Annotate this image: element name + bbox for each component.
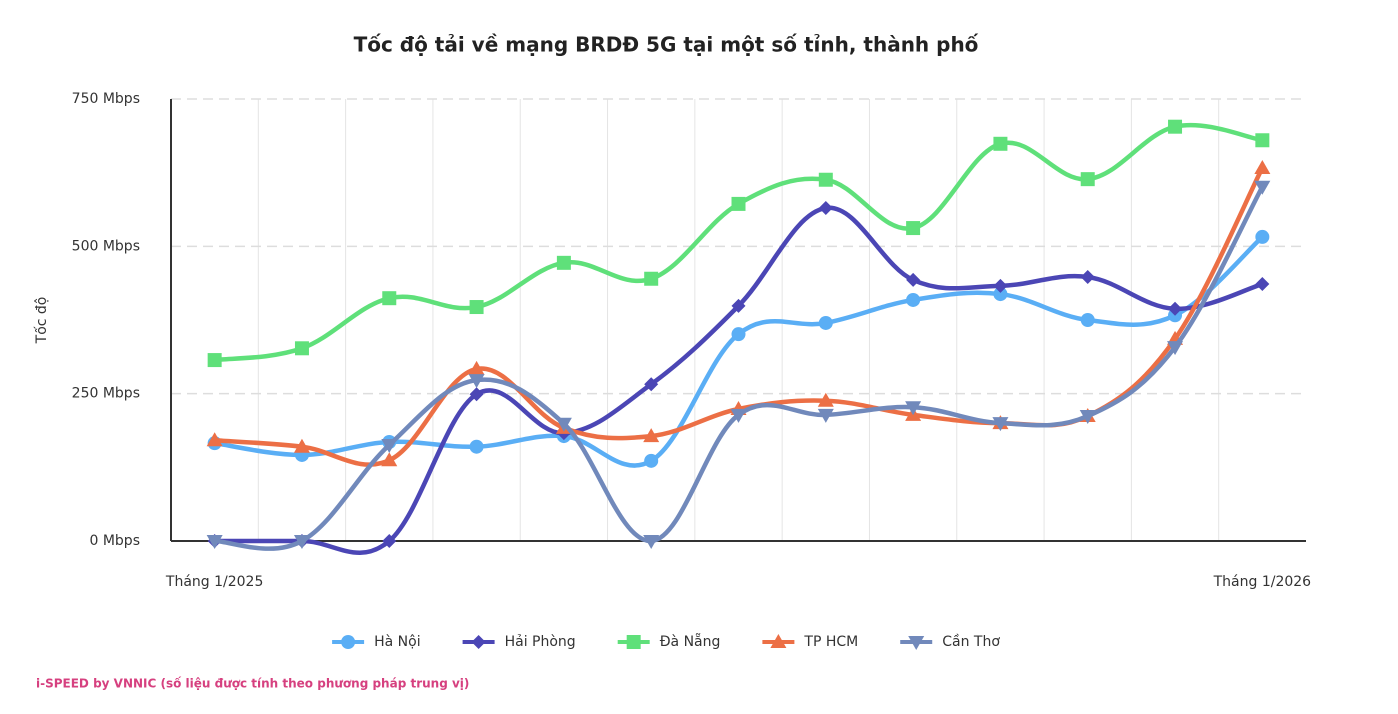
marker bbox=[770, 634, 787, 648]
marker bbox=[206, 432, 223, 447]
marker bbox=[469, 300, 484, 315]
source-note: i-SPEED by VNNIC (số liệu được tính theo… bbox=[36, 677, 469, 691]
marker bbox=[207, 353, 222, 368]
series-line bbox=[212, 122, 1265, 363]
marker bbox=[1079, 410, 1096, 425]
marker bbox=[1168, 301, 1183, 316]
legend-item: Cần Thơ bbox=[900, 634, 1000, 650]
marker bbox=[1168, 119, 1183, 134]
y-tick-label: 250 Mbps bbox=[72, 386, 140, 402]
y-tick-label: 500 Mbps bbox=[72, 238, 140, 254]
marker bbox=[1255, 229, 1270, 244]
marker bbox=[731, 327, 746, 342]
x-tick-label: Tháng 1/2026 bbox=[1213, 574, 1312, 590]
legend-item: TP HCM bbox=[762, 634, 858, 650]
legend-item: Hải Phòng bbox=[462, 634, 576, 650]
marker bbox=[382, 534, 397, 548]
marker bbox=[818, 201, 833, 216]
marker bbox=[817, 392, 834, 407]
marker bbox=[731, 298, 746, 313]
marker bbox=[206, 535, 223, 549]
marker bbox=[555, 417, 572, 432]
marker bbox=[906, 221, 921, 236]
marker bbox=[1255, 133, 1270, 148]
y-axis-label: Tốc độ bbox=[33, 297, 50, 345]
marker bbox=[556, 255, 571, 270]
marker bbox=[730, 408, 747, 423]
marker bbox=[293, 535, 310, 549]
marker bbox=[468, 374, 485, 389]
marker bbox=[382, 291, 397, 306]
marker bbox=[908, 636, 925, 650]
legend-item: Hà Nội bbox=[332, 634, 421, 650]
marker bbox=[643, 535, 660, 549]
marker bbox=[471, 635, 486, 649]
series-line bbox=[212, 184, 1265, 551]
marker bbox=[1254, 159, 1271, 174]
marker bbox=[644, 271, 659, 286]
marker bbox=[381, 438, 398, 453]
marker bbox=[992, 417, 1009, 432]
marker bbox=[905, 401, 922, 416]
series-line bbox=[212, 234, 1265, 468]
legend-item: Đà Nẵng bbox=[617, 633, 721, 650]
marker bbox=[626, 635, 641, 649]
marker bbox=[644, 377, 659, 392]
marker bbox=[293, 438, 310, 453]
x-tick-label: Tháng 1/2025 bbox=[165, 574, 263, 590]
marker bbox=[906, 272, 921, 287]
marker bbox=[469, 439, 484, 454]
y-tick-label: 0 Mbps bbox=[89, 533, 140, 549]
series-line bbox=[212, 205, 1265, 555]
marker bbox=[906, 292, 921, 307]
marker bbox=[1080, 172, 1095, 187]
marker bbox=[468, 360, 485, 375]
marker bbox=[993, 287, 1008, 302]
legend-label: Đà Nẵng bbox=[660, 633, 721, 650]
marker bbox=[817, 408, 834, 423]
marker bbox=[1254, 180, 1271, 195]
legend-label: Hải Phòng bbox=[505, 634, 576, 650]
chart-title: Tốc độ tải về mạng BRDĐ 5G tại một số tỉ… bbox=[354, 33, 979, 57]
marker bbox=[1080, 269, 1095, 284]
marker bbox=[1167, 341, 1184, 356]
y-tick-label: 750 Mbps bbox=[72, 91, 140, 107]
marker bbox=[1255, 277, 1270, 292]
marker bbox=[731, 196, 746, 211]
marker bbox=[341, 635, 356, 649]
marker bbox=[294, 341, 309, 356]
marker bbox=[381, 452, 398, 467]
legend: Hà Nội Hải Phòng Đà Nẵng TP HCM Cần Thơ bbox=[332, 633, 1000, 650]
marker bbox=[643, 428, 660, 443]
marker bbox=[818, 315, 833, 330]
marker bbox=[993, 278, 1008, 293]
legend-label: Cần Thơ bbox=[942, 634, 1000, 650]
marker bbox=[993, 136, 1008, 151]
legend-label: Hà Nội bbox=[374, 634, 420, 650]
marker bbox=[1080, 313, 1095, 327]
marker bbox=[644, 453, 659, 468]
marker bbox=[469, 387, 484, 402]
marker bbox=[818, 172, 833, 187]
legend-label: TP HCM bbox=[803, 634, 858, 650]
